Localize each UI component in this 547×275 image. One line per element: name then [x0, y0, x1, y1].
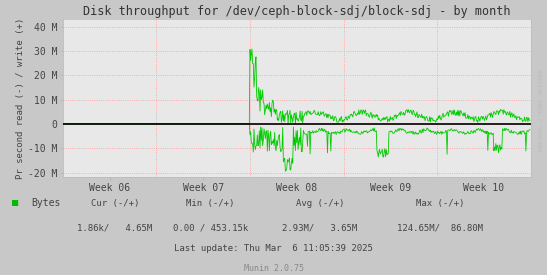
Text: Cur (-/+): Cur (-/+): [91, 199, 139, 208]
Text: Bytes: Bytes: [32, 199, 61, 208]
Title: Disk throughput for /dev/ceph-block-sdj/block-sdj - by month: Disk throughput for /dev/ceph-block-sdj/…: [83, 5, 510, 18]
Text: Max (-/+): Max (-/+): [416, 199, 464, 208]
Text: ■: ■: [12, 199, 18, 208]
Text: 0.00 / 453.15k: 0.00 / 453.15k: [173, 224, 248, 233]
Text: Avg (-/+): Avg (-/+): [296, 199, 344, 208]
Text: Min (-/+): Min (-/+): [187, 199, 235, 208]
Text: RRDTOOL / TOBI OETIKER: RRDTOOL / TOBI OETIKER: [538, 69, 543, 151]
Text: 1.86k/   4.65M: 1.86k/ 4.65M: [77, 224, 153, 233]
Text: Last update: Thu Mar  6 11:05:39 2025: Last update: Thu Mar 6 11:05:39 2025: [174, 244, 373, 253]
Text: 2.93M/   3.65M: 2.93M/ 3.65M: [282, 224, 358, 233]
Text: Munin 2.0.75: Munin 2.0.75: [243, 264, 304, 273]
Text: 124.65M/  86.80M: 124.65M/ 86.80M: [397, 224, 484, 233]
Y-axis label: Pr second read (-) / write (+): Pr second read (-) / write (+): [16, 18, 25, 179]
